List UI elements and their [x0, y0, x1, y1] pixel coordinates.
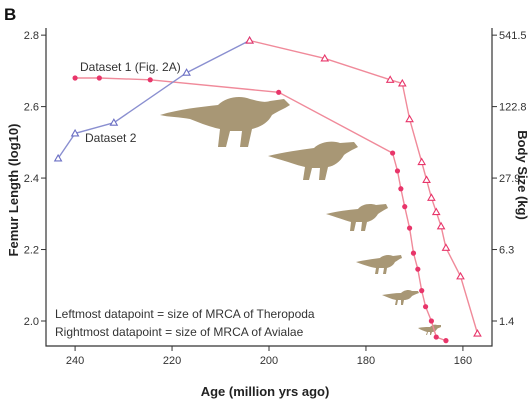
data-point: [428, 318, 435, 324]
series-markers: [53, 35, 482, 344]
data-point: [473, 328, 482, 337]
data-point: [422, 175, 431, 183]
data-point: [385, 75, 395, 83]
y2-tick-label: 1.4: [499, 316, 514, 328]
panel-label: B: [4, 5, 16, 24]
data-point: [431, 207, 441, 216]
data-point: [276, 89, 282, 95]
small-dinosaur-silhouette: [326, 204, 388, 231]
data-point: [147, 77, 153, 83]
y2-tick-label: 541.5: [499, 30, 527, 42]
data-point: [406, 225, 413, 231]
data-point: [433, 334, 439, 340]
series-label-dataset-1: Dataset 1 (Fig. 2A): [80, 60, 181, 74]
data-point: [398, 186, 404, 192]
data-point: [70, 128, 80, 137]
data-point: [441, 243, 451, 251]
y2-tick-label: 6.3: [499, 245, 514, 257]
data-point: [410, 250, 417, 256]
series-line-2: [249, 39, 479, 334]
data-point: [390, 150, 396, 156]
data-point: [53, 153, 63, 162]
data-point: [394, 168, 401, 174]
data-point: [96, 75, 102, 81]
y-tick-label: 2.8: [24, 30, 39, 42]
data-point: [427, 193, 436, 201]
data-point: [245, 35, 254, 44]
axes: 240 220 200 180 160 2.0 2.2 2.4 2.6 2.8 541.5 122.8…: [24, 28, 527, 367]
series-lines: [57, 39, 479, 342]
x-tick-label: 180: [357, 355, 375, 367]
y-axis-title: Femur Length (log10): [6, 124, 21, 257]
data-point: [72, 75, 78, 81]
y-tick-label: 2.2: [24, 245, 39, 257]
data-point: [415, 266, 421, 272]
data-point: [443, 338, 449, 344]
x-tick-label: 200: [260, 355, 278, 367]
tiny-dinosaur-silhouette: [356, 254, 402, 274]
y2-tick-label: 27.9: [499, 173, 520, 185]
silhouettes: [160, 97, 441, 335]
x-tick-label: 220: [163, 355, 181, 367]
x-tick-label: 160: [454, 355, 472, 367]
medium-dinosaur-silhouette: [268, 141, 358, 180]
bird-silhouette: [382, 289, 419, 305]
large-dinosaur-silhouette: [160, 97, 290, 147]
series-label-dataset-2: Dataset 2: [85, 131, 137, 145]
data-point: [456, 271, 465, 280]
x-tick-label: 240: [66, 355, 84, 367]
annotation-leftmost: Leftmost datapoint = size of MRCA of The…: [55, 307, 315, 321]
y2-tick-label: 122.8: [499, 102, 527, 114]
data-point: [109, 118, 119, 126]
plot-frame: [45, 28, 493, 347]
annotation-rightmost: Rightmost datapoint = size of MRCA of Av…: [55, 325, 304, 339]
data-point: [422, 304, 429, 310]
y-tick-label: 2.0: [24, 316, 39, 328]
data-point: [405, 114, 414, 123]
data-point: [397, 78, 407, 87]
y-tick-label: 2.6: [24, 102, 39, 114]
data-point: [402, 204, 408, 210]
y2-axis-title: Body Size (kg): [515, 130, 530, 220]
x-axis-title: Age (million yrs ago): [201, 384, 330, 399]
small-bird-silhouette: [418, 324, 441, 335]
series-line-0: [75, 77, 447, 342]
data-point: [417, 157, 427, 166]
y-tick-label: 2.4: [24, 173, 39, 185]
data-point: [436, 221, 446, 230]
data-point: [320, 53, 330, 62]
data-point: [419, 288, 425, 294]
data-point: [182, 68, 191, 76]
